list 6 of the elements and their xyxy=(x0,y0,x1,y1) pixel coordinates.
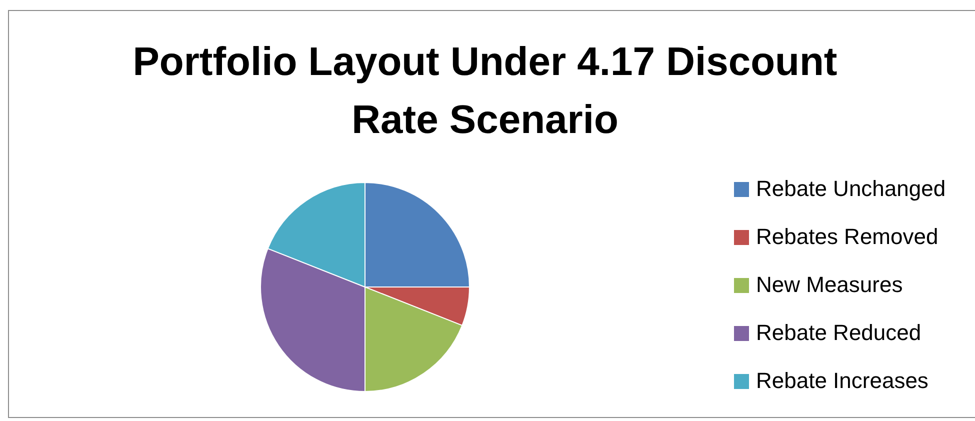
legend-label: Rebates Removed xyxy=(756,224,938,250)
legend-label: Rebate Increases xyxy=(756,368,928,394)
legend-label: New Measures xyxy=(756,272,903,298)
legend-label: Rebate Reduced xyxy=(756,320,922,346)
chart-title: Portfolio Layout Under 4.17 Discount Rate Scenario xyxy=(132,39,838,144)
legend-label: Rebate Unchanged xyxy=(756,176,946,202)
